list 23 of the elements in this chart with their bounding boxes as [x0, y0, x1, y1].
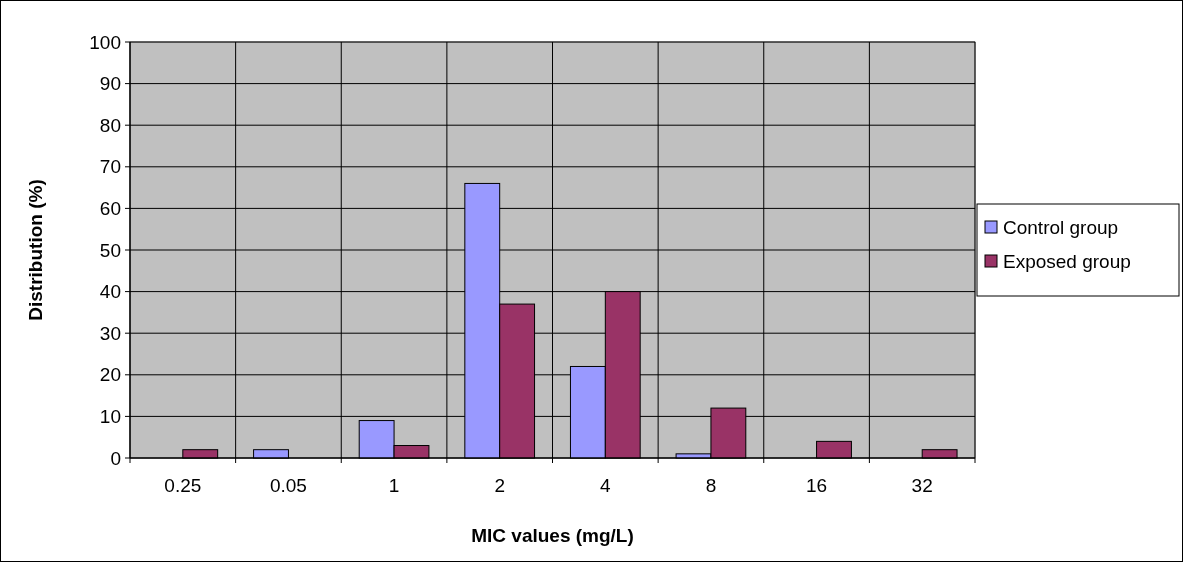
y-tick-label: 70	[99, 156, 121, 178]
legend-label: Exposed group	[1003, 250, 1131, 272]
y-tick-label: 80	[99, 114, 121, 136]
y-tick-label: 0	[110, 447, 121, 469]
y-tick-label: 60	[99, 198, 121, 220]
y-tick-label: 30	[99, 322, 121, 344]
y-axis-title: Distribution (%)	[25, 179, 46, 321]
x-axis-title: MIC values (mg/L)	[471, 525, 634, 546]
x-tick-label: 8	[705, 475, 717, 496]
legend-label: Control group	[1003, 216, 1119, 238]
x-tick-label: 4	[600, 475, 612, 496]
x-tick-label: 2	[494, 475, 505, 496]
x-tick-label: 1	[388, 475, 400, 496]
x-tick-label: 32	[911, 475, 933, 496]
y-tick-label: 20	[99, 364, 121, 386]
y-tick-label: 10	[99, 406, 121, 428]
y-tick-label: 50	[99, 239, 121, 261]
y-tick-label: 100	[89, 31, 121, 53]
y-tick-label: 40	[99, 281, 121, 303]
x-tick-label: 0.05	[269, 475, 307, 496]
x-tick-label: 16	[805, 475, 828, 496]
y-tick-label: 90	[99, 73, 121, 95]
x-tick-label: 0.25	[164, 475, 202, 496]
